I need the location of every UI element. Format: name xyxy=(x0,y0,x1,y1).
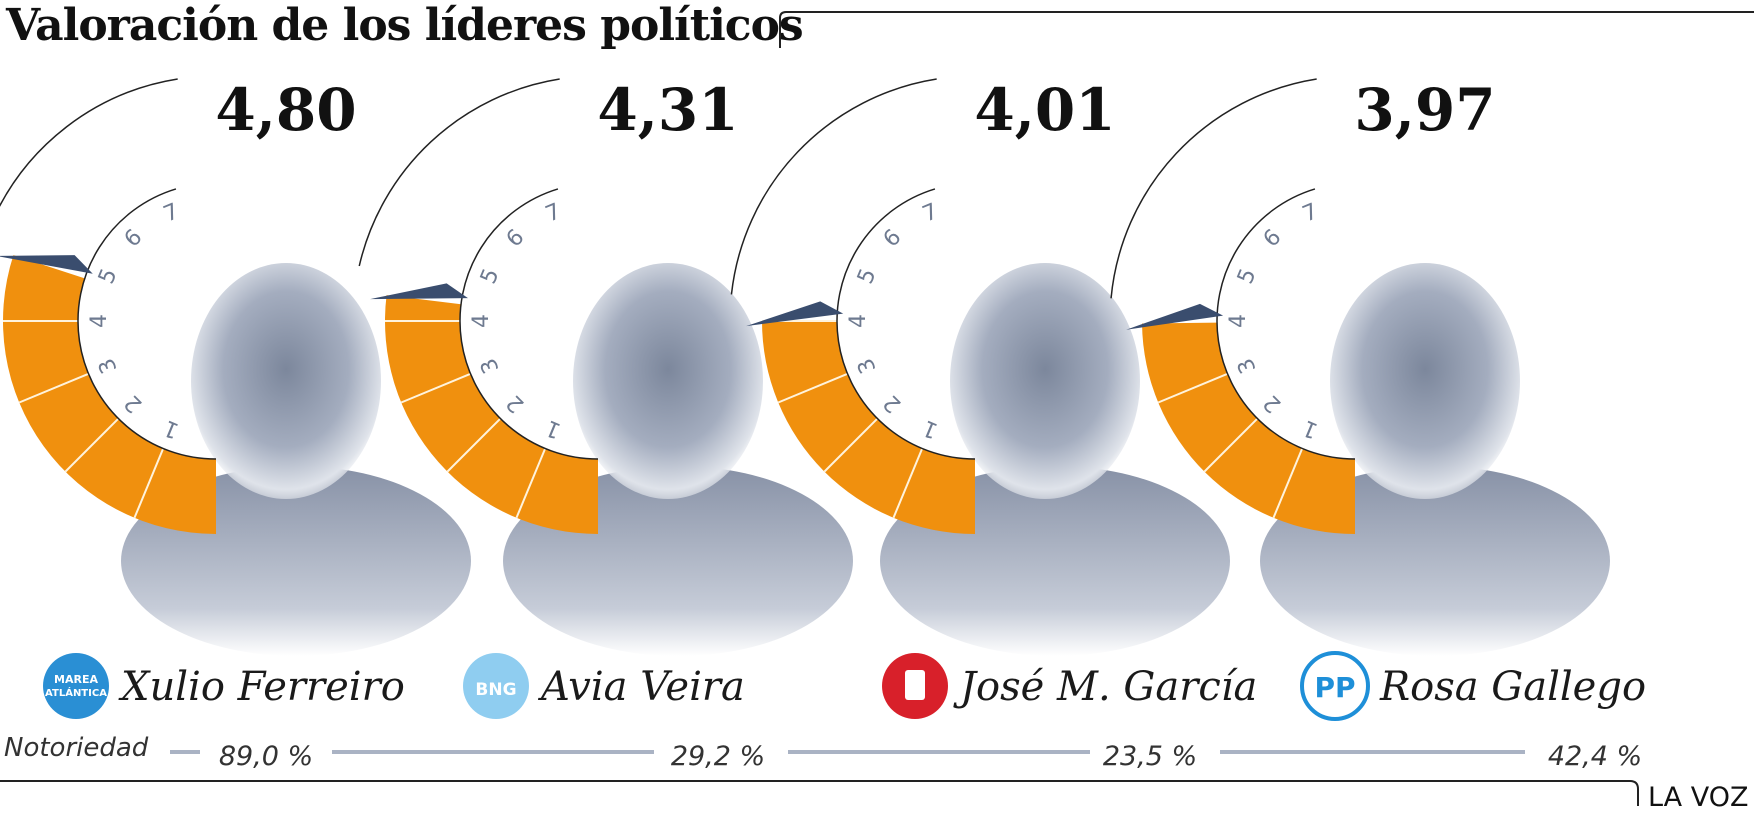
gauge-outer-arc xyxy=(1110,78,1317,299)
gauge-segment-divider xyxy=(823,417,879,473)
bng-logo xyxy=(463,653,529,719)
portrait-photo xyxy=(950,263,1140,499)
gauge-4: 12 3 4 5 67 xyxy=(1110,78,1610,656)
gauge-segment-divider xyxy=(1203,417,1259,473)
scale-tick-label: 4 xyxy=(469,314,494,328)
scale-tick-label: 3 xyxy=(1233,354,1261,377)
scale-tick-label: 5 xyxy=(476,265,504,288)
scale-tick-label: 7 xyxy=(919,199,942,227)
rose-fist-icon xyxy=(905,670,925,700)
scale-tick-label: 6 xyxy=(1259,225,1287,253)
scale-tick-label: 5 xyxy=(1233,265,1261,288)
notoriedad-value: 23,5 % xyxy=(1103,741,1197,772)
gauge-2: 12 3 4 5 67 xyxy=(358,78,853,656)
chart-title: Valoración de los líderes políticos xyxy=(6,0,804,51)
notoriedad-value: 42,4 % xyxy=(1548,741,1642,772)
scale-tick-label: 7 xyxy=(542,199,565,227)
notoriedad-label: Notoriedad xyxy=(4,733,149,763)
gauge-needle xyxy=(746,301,844,327)
gauge-scale-arc xyxy=(1216,188,1356,460)
scale-tick-label: 4 xyxy=(846,314,871,328)
scale-tick-label: 3 xyxy=(476,354,504,377)
scale-tick-label: 5 xyxy=(94,265,122,288)
scale-tick-label: 2 xyxy=(1259,390,1287,418)
portrait-photo xyxy=(191,263,381,499)
logo-text-line-1: PP xyxy=(1314,671,1355,704)
portrait-photo xyxy=(1330,263,1520,499)
scale-tick-label: 6 xyxy=(879,225,907,253)
leader-name: Xulio Ferreiro xyxy=(118,664,405,710)
gauge-3: 12 3 4 5 67 xyxy=(730,78,1230,656)
scale-tick-label: 3 xyxy=(853,354,881,377)
gauge-segment-divider xyxy=(515,448,547,519)
leader-name: Avia Veira xyxy=(537,664,745,710)
gauge-fill xyxy=(384,295,598,534)
gauge-segment-divider xyxy=(446,417,502,473)
scale-tick-label: 3 xyxy=(94,354,122,377)
gauge-outer-arc xyxy=(730,78,937,295)
scale-tick-label: 2 xyxy=(502,390,530,418)
gauge-scale-arc xyxy=(836,188,976,460)
gauge-outer-arc xyxy=(358,78,560,267)
rating-value-label: 4,01 xyxy=(974,76,1115,144)
scale-tick-label: 2 xyxy=(879,390,907,418)
leader-name: Rosa Gallego xyxy=(1379,664,1646,710)
source-label: LA VOZ xyxy=(1648,782,1748,813)
scale-tick-label: 6 xyxy=(502,225,530,253)
gauge-scale-arc xyxy=(77,188,217,460)
rating-value-label: 4,31 xyxy=(597,76,738,144)
scale-tick-label: 4 xyxy=(1226,314,1251,328)
marea-atlantica-logo xyxy=(43,653,109,719)
scale-tick-label: 5 xyxy=(853,265,881,288)
scale-tick-label: 7 xyxy=(1299,199,1322,227)
title-rule xyxy=(779,11,1754,48)
logo-text-line-1: BNG xyxy=(475,680,516,700)
scale-tick-label: 1 xyxy=(919,414,942,442)
gauge-segment-divider xyxy=(1157,372,1228,404)
rating-value-label: 4,80 xyxy=(215,76,356,144)
logo-text-line-2: ATLÁNTICA xyxy=(45,686,107,699)
scale-tick-label: 6 xyxy=(120,225,148,253)
pp-logo xyxy=(1300,651,1370,721)
gauge-segment-divider xyxy=(777,372,848,404)
scale-tick-label: 1 xyxy=(542,414,565,442)
gauge-1: 12 3 4 5 67 xyxy=(0,78,471,656)
gauge-needle xyxy=(1126,303,1224,330)
gauge-segment-divider xyxy=(1272,448,1304,519)
gauge-needle xyxy=(370,283,468,300)
gauge-fill xyxy=(2,255,216,534)
scale-tick-label: 1 xyxy=(1299,414,1322,442)
gauge-segment-divider xyxy=(133,448,165,519)
gauge-segment-divider xyxy=(64,417,120,473)
scale-tick-label: 2 xyxy=(120,390,148,418)
notoriedad-value: 29,2 % xyxy=(671,741,765,772)
logo-text-line-1: MAREA xyxy=(54,673,98,686)
gauge-needle xyxy=(0,255,93,274)
gauge-segment-divider xyxy=(18,372,89,404)
notoriedad-value: 89,0 % xyxy=(219,741,313,772)
rating-value-label: 3,97 xyxy=(1354,76,1495,144)
scale-tick-label: 7 xyxy=(160,199,183,227)
source-bracket xyxy=(1629,780,1639,806)
gauge-segment-divider xyxy=(892,448,924,519)
gauge-outer-arc xyxy=(0,78,178,208)
scale-tick-label: 1 xyxy=(160,414,183,442)
gauge-scale-arc xyxy=(459,188,599,460)
gauge-segment-divider xyxy=(400,372,471,404)
scale-tick-label: 4 xyxy=(87,314,112,328)
leader-name: José M. García xyxy=(953,664,1257,710)
portrait-photo xyxy=(573,263,763,499)
